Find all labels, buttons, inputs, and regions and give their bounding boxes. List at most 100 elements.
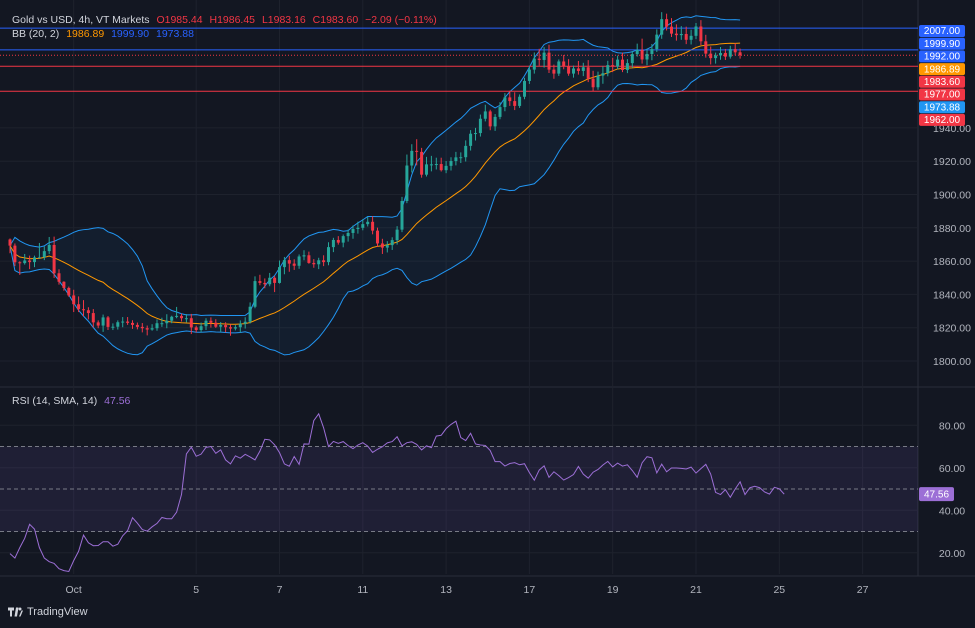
candle[interactable] (253, 276, 257, 309)
candle[interactable] (175, 306, 179, 319)
bb-lower-line[interactable] (9, 65, 741, 356)
candle[interactable] (121, 317, 125, 328)
bb-upper-line[interactable] (9, 15, 741, 317)
candle[interactable] (464, 140, 468, 162)
candle[interactable] (135, 322, 139, 330)
price-badge[interactable]: 1992.00 (919, 50, 965, 63)
candle[interactable] (395, 226, 399, 245)
candle[interactable] (493, 114, 497, 131)
candle[interactable] (498, 102, 502, 120)
price-badge[interactable]: 1983.60 (919, 75, 965, 88)
candle[interactable] (670, 18, 673, 37)
candle[interactable] (625, 59, 629, 74)
candle[interactable] (248, 302, 252, 324)
candle[interactable] (33, 255, 36, 268)
candle[interactable] (72, 289, 76, 313)
candle[interactable] (131, 320, 134, 329)
candle[interactable] (18, 261, 22, 275)
candle[interactable] (67, 286, 71, 297)
candle[interactable] (552, 64, 556, 79)
candle[interactable] (704, 34, 708, 58)
symbol-title[interactable]: Gold vs USD, 4h, VT Markets (12, 14, 150, 26)
candle[interactable] (194, 325, 198, 333)
candle[interactable] (410, 144, 414, 173)
candle[interactable] (547, 44, 551, 73)
candle[interactable] (405, 154, 409, 204)
candle[interactable] (47, 236, 51, 254)
tradingview-brand[interactable]: TradingView (8, 606, 88, 618)
candle[interactable] (8, 238, 12, 254)
candle[interactable] (640, 38, 644, 64)
candle[interactable] (199, 322, 203, 333)
candle[interactable] (390, 237, 394, 250)
candle[interactable] (302, 250, 306, 261)
price-badge[interactable]: 1973.88 (919, 101, 965, 113)
candle[interactable] (243, 317, 247, 329)
candle[interactable] (503, 93, 507, 112)
candle[interactable] (596, 71, 600, 90)
candle[interactable] (62, 281, 66, 291)
candle[interactable] (229, 324, 232, 336)
candle[interactable] (655, 29, 659, 52)
candle[interactable] (488, 109, 492, 131)
candle[interactable] (160, 317, 164, 327)
candle[interactable] (204, 318, 208, 331)
candle[interactable] (645, 48, 649, 66)
candle[interactable] (37, 242, 41, 259)
candle[interactable] (317, 257, 321, 270)
candle[interactable] (180, 313, 183, 322)
candle[interactable] (312, 259, 316, 268)
candle[interactable] (184, 314, 188, 323)
candle[interactable] (474, 127, 477, 141)
bb-label[interactable]: BB (20, 2) (12, 28, 60, 40)
candle[interactable] (351, 225, 355, 239)
candle[interactable] (327, 242, 330, 266)
candle[interactable] (322, 255, 326, 267)
candle[interactable] (733, 43, 737, 56)
candle[interactable] (542, 47, 546, 68)
candle[interactable] (601, 66, 605, 84)
candle[interactable] (224, 322, 228, 333)
candle[interactable] (263, 278, 267, 289)
candle[interactable] (621, 52, 624, 73)
candle[interactable] (527, 65, 531, 84)
candle[interactable] (336, 236, 340, 245)
candle[interactable] (219, 322, 223, 333)
candle[interactable] (429, 155, 433, 172)
candle[interactable] (581, 62, 585, 77)
candle[interactable] (684, 26, 688, 45)
candle[interactable] (537, 48, 541, 66)
candle[interactable] (258, 274, 262, 286)
candle[interactable] (28, 255, 32, 270)
candle[interactable] (106, 316, 110, 331)
candle[interactable] (562, 54, 566, 70)
candle[interactable] (518, 94, 522, 108)
candle[interactable] (694, 22, 698, 40)
candle[interactable] (77, 296, 81, 313)
candle[interactable] (689, 29, 693, 45)
candle[interactable] (449, 157, 453, 171)
candle[interactable] (366, 216, 370, 227)
candle[interactable] (719, 46, 722, 60)
candle[interactable] (400, 196, 404, 233)
candle[interactable] (572, 65, 575, 78)
candle[interactable] (150, 324, 154, 331)
candle[interactable] (616, 55, 620, 70)
candle[interactable] (101, 314, 105, 332)
candle[interactable] (356, 221, 360, 234)
candle[interactable] (116, 320, 120, 330)
candle[interactable] (728, 45, 732, 59)
rsi-line[interactable] (9, 412, 785, 573)
candle[interactable] (478, 114, 482, 137)
candle[interactable] (557, 59, 561, 76)
price-badge[interactable]: 1986.89 (919, 63, 965, 75)
candle[interactable] (13, 243, 17, 267)
candle[interactable] (165, 314, 169, 329)
candle[interactable] (91, 309, 95, 328)
candle[interactable] (23, 253, 27, 265)
candle[interactable] (591, 70, 595, 92)
candle[interactable] (723, 48, 727, 60)
candle[interactable] (630, 50, 634, 68)
candle[interactable] (714, 52, 718, 64)
candle[interactable] (532, 52, 536, 74)
